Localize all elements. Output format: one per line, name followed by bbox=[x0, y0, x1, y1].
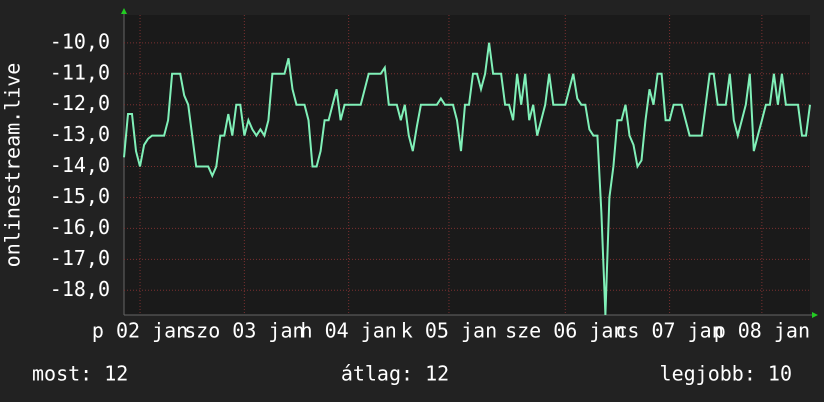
x-tick-label: k 05 jan bbox=[401, 319, 497, 343]
y-tick-label: -11,0 bbox=[50, 60, 110, 84]
axis-arrow bbox=[812, 312, 818, 318]
y-tick-label: -12,0 bbox=[50, 91, 110, 115]
y-tick-label: -17,0 bbox=[50, 246, 110, 270]
y-tick-label: -13,0 bbox=[50, 122, 110, 146]
y-tick-label: -10,0 bbox=[50, 29, 110, 53]
series-line bbox=[123, 42, 811, 316]
x-tick-label: p 02 jan bbox=[92, 319, 188, 343]
x-tick-label: cs 07 jan bbox=[615, 319, 723, 343]
y-axis-label: onlinestream.live bbox=[1, 63, 25, 268]
stat-current: most: 12 bbox=[32, 362, 128, 386]
x-tick-label: p 08 jan bbox=[714, 319, 810, 343]
y-tick-label: -16,0 bbox=[50, 215, 110, 239]
plot-area bbox=[124, 15, 810, 315]
stat-max: legjobb: 10 bbox=[660, 362, 792, 386]
stat-average: átlag: 12 bbox=[341, 362, 449, 386]
y-tick-label: -18,0 bbox=[50, 277, 110, 301]
x-tick-label: szo 03 jan bbox=[184, 319, 304, 343]
y-tick-label: -15,0 bbox=[50, 184, 110, 208]
y-tick-label: -14,0 bbox=[50, 153, 110, 177]
x-tick-label: sze 06 jan bbox=[505, 319, 625, 343]
x-tick-label: h 04 jan bbox=[300, 319, 396, 343]
axis-arrow bbox=[121, 8, 127, 14]
